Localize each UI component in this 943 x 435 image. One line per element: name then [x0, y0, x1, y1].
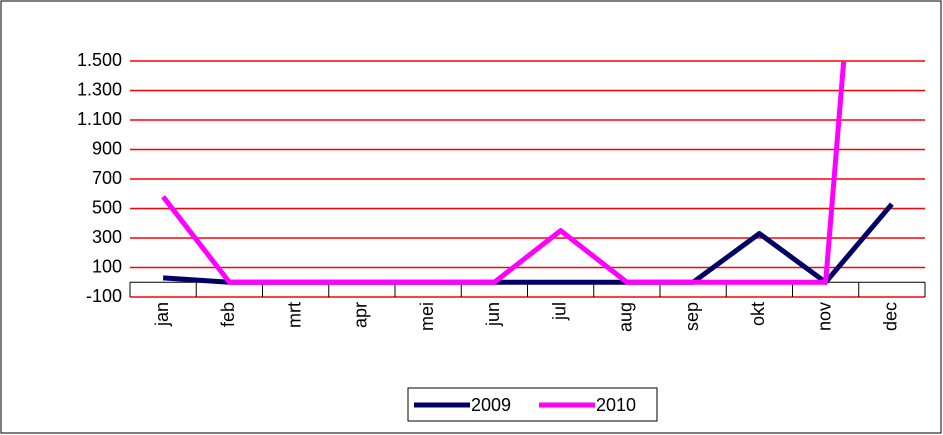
y-tick-label: 900 — [92, 138, 122, 158]
x-tick-label: apr — [351, 302, 371, 328]
y-tick-label: 300 — [92, 227, 122, 247]
x-tick-label: okt — [748, 302, 768, 326]
x-tick-label: mrt — [284, 302, 304, 328]
x-tick-label: mei — [417, 302, 437, 331]
y-tick-label: 1.100 — [77, 109, 122, 129]
y-tick-label: 500 — [92, 197, 122, 217]
grid: -100 100 300 500 700 900 1.100 1.300 1.500 — [77, 50, 925, 306]
x-tick-label: aug — [616, 302, 636, 332]
y-tick-label: 1.500 — [77, 50, 122, 70]
x-tick-label: jan — [152, 302, 172, 327]
y-tick-label: -100 — [86, 286, 122, 306]
y-tick-label: 700 — [92, 168, 122, 188]
legend-label: 2010 — [596, 395, 636, 415]
x-tick-label: nov — [814, 302, 834, 331]
series-line — [161, 61, 847, 285]
y-tick-label: 100 — [92, 256, 122, 276]
x-tick-label: jun — [483, 302, 503, 327]
plot-lines — [161, 61, 894, 285]
x-tick-label: sep — [682, 302, 702, 331]
legend: 2009 2010 — [414, 395, 636, 415]
x-tick-label: feb — [218, 302, 238, 327]
x-tick-label: jul — [549, 302, 569, 321]
legend-label: 2009 — [471, 395, 511, 415]
y-tick-label: 1.300 — [77, 79, 122, 99]
x-tick-label: dec — [881, 302, 901, 331]
